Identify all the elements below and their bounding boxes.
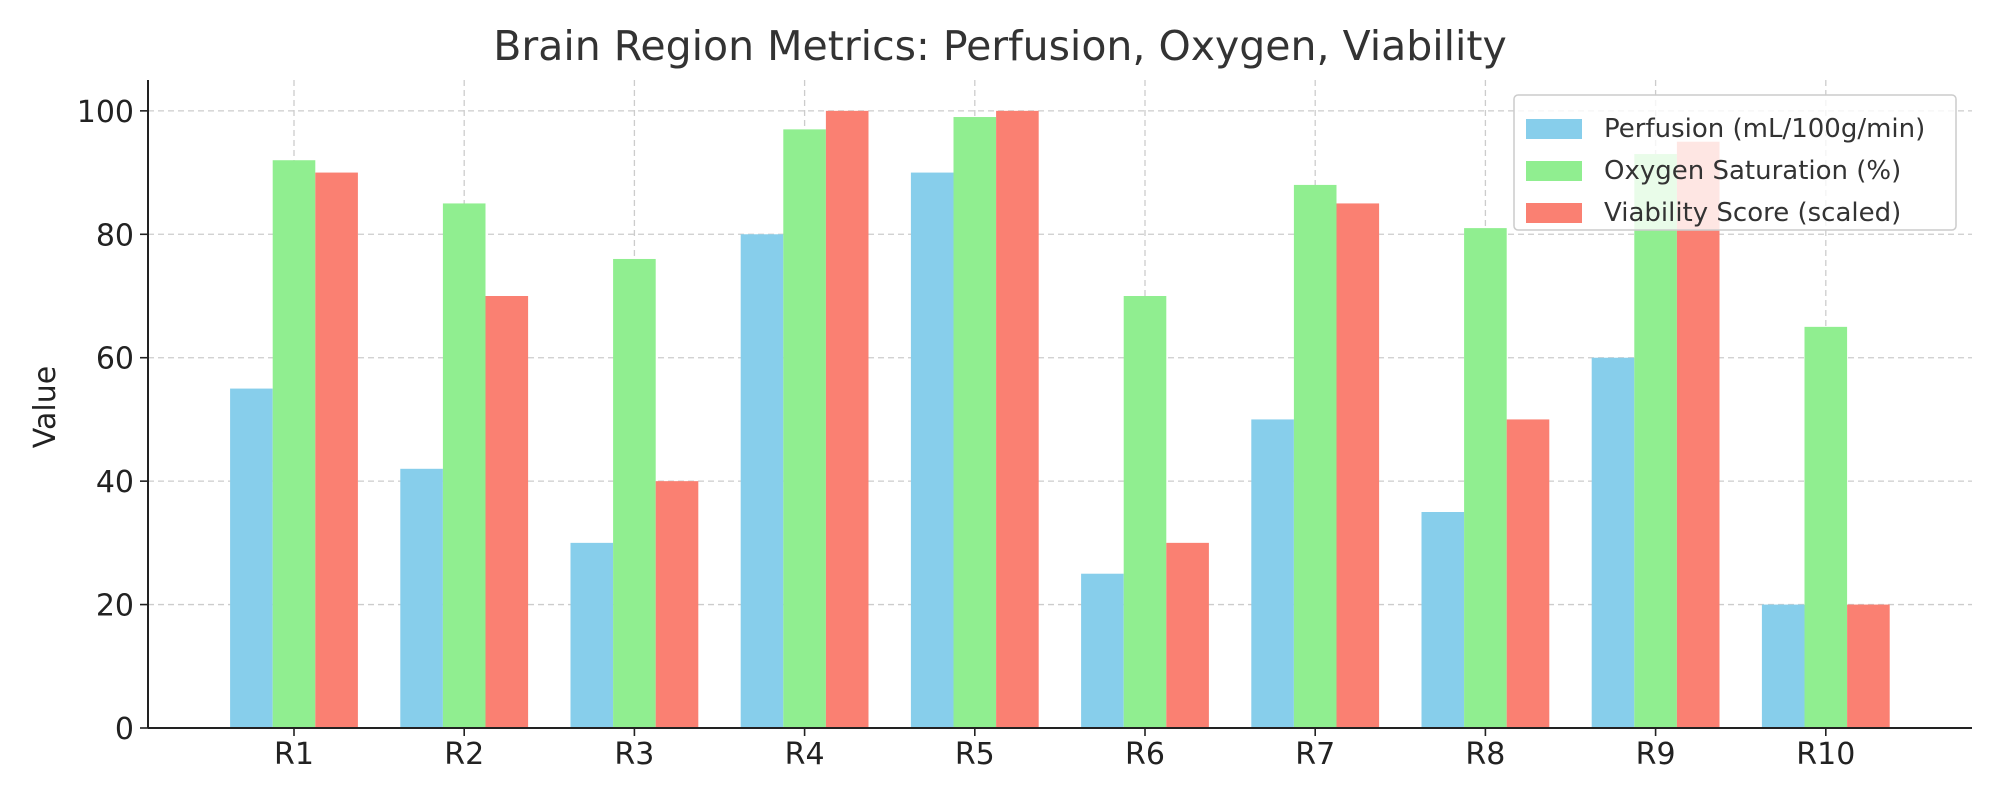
bar: [1804, 326, 1848, 728]
legend-swatch: [1526, 119, 1582, 139]
bar: [1464, 228, 1507, 728]
bar: [740, 234, 784, 729]
y-tick-label: 80: [96, 218, 134, 253]
x-tick-label: R3: [614, 737, 654, 772]
x-tick-label: R2: [444, 737, 484, 772]
legend-label: Viability Score (scaled): [1604, 198, 1901, 228]
bar: [1847, 604, 1890, 728]
x-tick-label: R4: [785, 737, 825, 772]
bar: [1081, 573, 1124, 728]
bar: [570, 542, 614, 728]
bar: [1591, 357, 1635, 728]
bars: [230, 110, 1890, 729]
bar: [1166, 542, 1209, 728]
bar: [783, 129, 826, 728]
bar: [613, 258, 656, 728]
y-tick-label: 40: [96, 465, 134, 500]
bar: [272, 160, 316, 728]
bar: [1336, 203, 1380, 728]
x-tick-label: R9: [1636, 737, 1676, 772]
chart-title: Brain Region Metrics: Perfusion, Oxygen,…: [493, 22, 1507, 70]
x-tick-label: R10: [1796, 737, 1855, 772]
bar: [996, 110, 1039, 729]
bar: [910, 172, 954, 729]
bar: [442, 203, 486, 728]
bar: [1634, 154, 1677, 729]
x-tick-label: R7: [1295, 737, 1335, 772]
bar: [1421, 512, 1465, 728]
y-tick-label: 0: [115, 712, 134, 747]
bar: [953, 117, 997, 729]
bar: [1293, 184, 1337, 728]
axes: [140, 80, 1972, 736]
bar: [485, 296, 529, 728]
legend-swatch: [1526, 161, 1582, 181]
bar: [1251, 419, 1294, 728]
bar: [400, 468, 443, 728]
y-axis-label: Value: [28, 366, 63, 448]
bar: [1761, 604, 1805, 728]
bar: [315, 172, 358, 729]
bar: [825, 110, 869, 729]
legend-label: Perfusion (mL/100g/min): [1604, 114, 1925, 144]
legend-label: Oxygen Saturation (%): [1604, 156, 1901, 186]
bar: [1676, 141, 1720, 728]
x-tick-label: R1: [274, 737, 314, 772]
legend-swatch: [1526, 203, 1582, 223]
y-tick-label: 60: [96, 342, 134, 377]
x-tick-label: R8: [1465, 737, 1505, 772]
bar: [1123, 296, 1167, 728]
bar: [230, 388, 273, 728]
tick-labels: 0 20 40 60 80 100 R1 R2 R3 R4 R5 R6 R7 R8 R9 R10: [77, 95, 1856, 772]
y-tick-label: 20: [96, 589, 134, 624]
legend: Perfusion (mL/100g/min) Oxygen Saturation…: [1513, 94, 1957, 231]
y-tick-label: 100: [77, 95, 134, 130]
bar: [1506, 419, 1550, 728]
x-tick-label: R5: [955, 737, 995, 772]
bar: [655, 481, 699, 728]
x-tick-label: R6: [1125, 737, 1165, 772]
legend-box: [1513, 94, 1957, 231]
